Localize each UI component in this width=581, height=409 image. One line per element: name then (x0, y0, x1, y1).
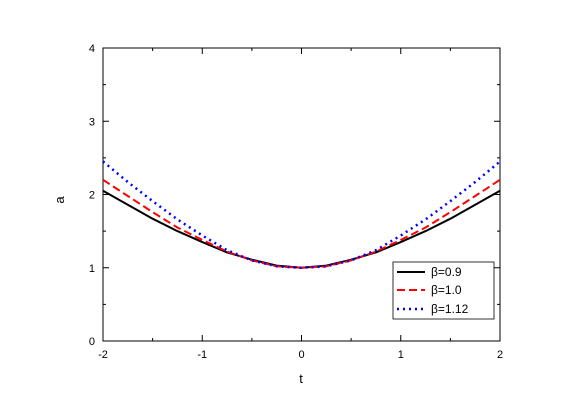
legend-label-2: β=1.12 (431, 302, 469, 316)
x-tick-label: 1 (398, 349, 404, 361)
x-tick-label: 0 (298, 349, 304, 361)
x-tick-label: 2 (497, 349, 503, 361)
legend: β=0.9 β=1.0 β=1.12 (392, 261, 495, 320)
y-tick-label: 0 (89, 336, 95, 348)
x-axis-label: t (299, 371, 303, 386)
series-line-0 (102, 189, 501, 269)
tick-labels: -2 -1 0 1 2 0 1 2 3 4 (89, 43, 503, 361)
y-axis-label: a (52, 196, 67, 204)
y-tick-label: 3 (89, 116, 95, 128)
x-tick-label: -2 (98, 349, 108, 361)
series-line-2 (102, 160, 501, 270)
legend-label-1: β=1.0 (431, 283, 462, 297)
y-tick-label: 4 (89, 43, 95, 55)
legend-label-0: β=0.9 (431, 265, 462, 279)
axis-ticks (102, 47, 501, 342)
x-tick-label: -1 (197, 349, 207, 361)
y-tick-label: 1 (89, 263, 95, 275)
y-tick-label: 2 (89, 190, 95, 202)
series-lines (102, 160, 501, 270)
